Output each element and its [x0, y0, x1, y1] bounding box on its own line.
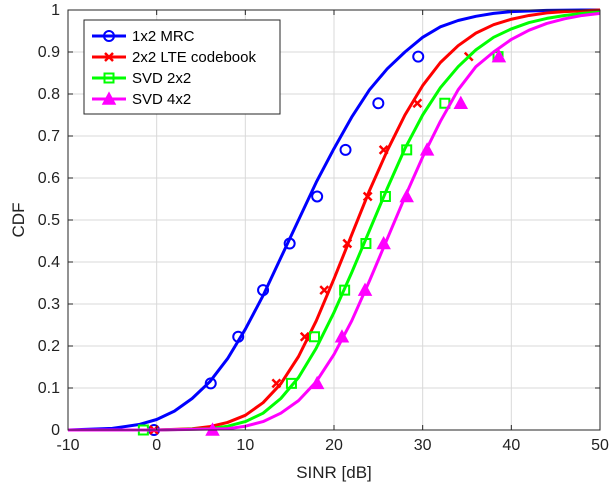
y-tick-label: 0.2: [38, 338, 60, 355]
series-3-marker-3: [357, 282, 373, 296]
series-3-marker-2: [334, 329, 350, 343]
y-tick-label: 1: [51, 2, 60, 19]
series-2-marker-4: [360, 238, 372, 250]
legend-label-2: SVD 2x2: [132, 70, 191, 87]
series-1-marker-1-stroke: [271, 378, 282, 389]
series-3-marker-1: [309, 375, 325, 390]
y-axis-label: CDF: [9, 203, 28, 238]
series-2-marker-2: [308, 331, 320, 343]
series-0-marker-3: [257, 284, 270, 297]
series-3-marker-7: [453, 95, 469, 109]
legend-item-1: 2x2 LTE codebook: [92, 49, 256, 66]
series-0-marker-4: [283, 237, 296, 250]
y-tick-label: 0.4: [38, 254, 60, 271]
y-tick-label: 0.9: [38, 44, 60, 61]
series-1-marker-7-stroke: [412, 98, 423, 109]
legend-marker-3: [101, 91, 117, 105]
y-tick-label: 0.1: [38, 380, 60, 397]
x-tick-label: 50: [591, 437, 609, 454]
series-0-marker-7: [372, 97, 385, 110]
series-1-marker-6-stroke: [378, 144, 389, 155]
series-line-2: [68, 10, 601, 432]
series-2: [68, 10, 601, 436]
x-tick-label: 30: [414, 437, 432, 454]
legend-marker-1-stroke: [104, 52, 114, 62]
legend-item-0: 1x2 MRC: [92, 28, 195, 45]
series-0-marker-5: [311, 190, 324, 203]
series-0-marker-6: [339, 143, 352, 156]
series-1-marker-7: [412, 98, 423, 109]
x-tick-label: 10: [236, 437, 254, 454]
x-tick-label: 20: [325, 437, 343, 454]
series-0-marker-1: [204, 377, 217, 390]
axis-ticks: -10 0 10 20 30 40 5000.10.20.30.40.50.60.70.80…: [38, 2, 609, 454]
series-1-marker-5-stroke: [362, 191, 373, 202]
series-line-3: [68, 11, 601, 432]
legend-label-0: 1x2 MRC: [132, 28, 195, 45]
legend-marker-2: [103, 72, 115, 84]
y-tick-label: 0.6: [38, 170, 60, 187]
y-tick-label: 0.3: [38, 296, 60, 313]
x-tick-label: 40: [502, 437, 520, 454]
series-1-marker-2-stroke: [299, 331, 310, 342]
series-1-marker-1: [271, 378, 282, 389]
series-2-marker-5: [379, 190, 391, 202]
series-1-marker-3-stroke: [319, 285, 330, 296]
y-tick-label: 0.7: [38, 128, 60, 145]
legend-marker-1: [104, 52, 114, 62]
series-line-0: [67, 8, 600, 432]
series-1: [68, 8, 601, 435]
series-2-marker-3: [339, 284, 351, 296]
series-2-marker-1: [285, 377, 297, 389]
series-1-marker-6: [378, 144, 389, 155]
series-0: [67, 8, 600, 436]
series-1-marker-2: [299, 331, 310, 342]
series-1-marker-4-stroke: [342, 238, 353, 249]
legend-label-1: 2x2 LTE codebook: [132, 49, 256, 66]
series-3-marker-8: [491, 49, 507, 63]
legend-item-2: SVD 2x2: [92, 70, 191, 87]
series-2-marker-6: [401, 144, 413, 156]
series-1-marker-5: [362, 191, 373, 202]
legend: 1x2 MRC 2x2 LTE codebook SVD 2x2 SVD 4x2: [83, 19, 281, 115]
series-3-marker-5: [399, 188, 414, 203]
legend-label-3: SVD 4x2: [132, 91, 191, 108]
y-tick-label: 0: [51, 422, 60, 439]
y-tick-label: 0.8: [38, 86, 60, 103]
series-3-marker-4: [376, 235, 391, 250]
x-tick-label: 0: [152, 437, 161, 454]
series-0-marker-2: [232, 330, 245, 343]
x-tick-label: -10: [56, 437, 79, 454]
series-0-marker-8: [412, 50, 425, 63]
series-1-marker-3: [319, 285, 330, 296]
x-axis-label: SINR [dB]: [296, 463, 372, 482]
series-1-marker-4: [342, 238, 353, 249]
series-layer: [67, 8, 601, 436]
y-tick-label: 0.5: [38, 212, 60, 229]
legend-item-3: SVD 4x2: [92, 91, 191, 108]
series-3-marker-6: [419, 142, 435, 156]
legend-marker-0: [103, 30, 115, 42]
series-line-1: [68, 8, 601, 432]
